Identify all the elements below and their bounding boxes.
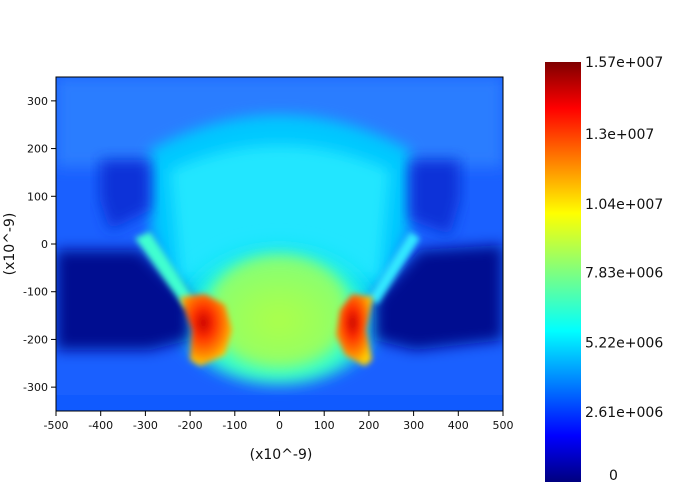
- colorbar-ticks: 1.57e+007 1.3e+007 1.04e+007 7.83e+006 5.22e…: [585, 55, 663, 484]
- colorbar: [545, 62, 581, 482]
- x-tick-label: 100: [314, 419, 335, 432]
- colorbar-tick-label: 1.57e+007: [585, 55, 663, 71]
- colorbar-tick-label: 0: [609, 468, 618, 484]
- y-axis: -300 -200 -100 0 100 200 300: [23, 95, 56, 394]
- x-tick-label: 0: [276, 419, 283, 432]
- y-axis-label: (x10^-9): [2, 213, 18, 276]
- x-tick-label: -200: [178, 419, 203, 432]
- colorbar-tick-label: 5.22e+006: [585, 335, 663, 351]
- x-tick-label: -500: [44, 419, 69, 432]
- heatmap-field: [56, 77, 503, 411]
- x-tick-label: -300: [133, 419, 158, 432]
- y-tick-label: -200: [23, 333, 48, 346]
- y-tick-label: 0: [41, 238, 48, 251]
- colorbar-tick-label: 1.3e+007: [585, 127, 654, 143]
- x-axis-label: (x10^-9): [250, 447, 313, 463]
- y-tick-label: 100: [27, 190, 48, 203]
- x-tick-label: -100: [222, 419, 247, 432]
- y-tick-label: 200: [27, 143, 48, 156]
- colorbar-tick-label: 1.04e+007: [585, 197, 663, 213]
- x-tick-label: 300: [403, 419, 424, 432]
- y-tick-label: -100: [23, 286, 48, 299]
- x-tick-label: 400: [448, 419, 469, 432]
- x-tick-label: 200: [358, 419, 379, 432]
- x-tick-label: 500: [493, 419, 514, 432]
- colorbar-tick-label: 2.61e+006: [585, 405, 663, 421]
- x-tick-label: -400: [88, 419, 113, 432]
- x-axis: -500 -400 -300 -200 -100 0 100 200 300 400 500: [44, 411, 514, 432]
- y-tick-label: -300: [23, 381, 48, 394]
- y-tick-label: 300: [27, 95, 48, 108]
- colorbar-tick-label: 7.83e+006: [585, 266, 663, 282]
